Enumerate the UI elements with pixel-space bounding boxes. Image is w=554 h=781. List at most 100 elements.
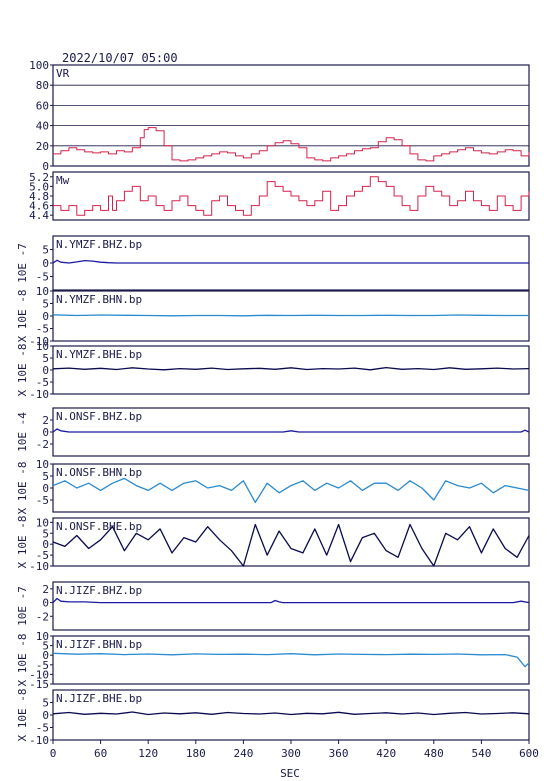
y-tick-label: 0 (42, 538, 49, 551)
y-tick-label: 60 (36, 99, 49, 112)
y-tick-label: -5 (36, 549, 49, 562)
y-tick-label: -5 (36, 376, 49, 389)
y-tick-label: -10 (29, 560, 49, 573)
y-tick-label: -5 (36, 494, 49, 507)
y-tick-label: -5 (36, 271, 49, 284)
series-line (53, 176, 530, 216)
panel-frame (52, 64, 530, 167)
y-tick-label: 80 (36, 79, 49, 92)
x-tick-label: 480 (424, 747, 444, 760)
y-tick-label: 10 (36, 516, 49, 529)
y-tick-label: 0 (42, 257, 49, 270)
panel-8: -202 10E -7 N.JIZF.BHZ.bp (16, 581, 530, 631)
y-axis-label: X 10E -8 (16, 344, 29, 397)
x-tick-label: 60 (94, 747, 107, 760)
y-tick-label: -10 (29, 668, 49, 681)
panel-label: N.JIZF.BHN.bp (56, 638, 142, 651)
y-tick-label: -10 (29, 734, 49, 747)
panel-label: N.ONSF.BHN.bp (56, 466, 142, 479)
series-line (52, 711, 530, 716)
x-axis-label: SEC (280, 767, 300, 780)
y-tick-label: 0 (42, 310, 49, 323)
panel-label: N.YMZF.BHZ.bp (56, 238, 142, 251)
y-tick-label: 10 (36, 630, 49, 643)
y-tick-label: 5 (42, 244, 49, 257)
series-line (52, 366, 530, 371)
x-tick-label: 0 (50, 747, 57, 760)
series-line (52, 597, 530, 604)
x-tick-label: 300 (281, 747, 301, 760)
y-tick-label: 5 (42, 697, 49, 710)
y-tick-label: -2 (36, 438, 49, 451)
y-tick-label: 5 (42, 298, 49, 311)
y-tick-label: 0 (42, 649, 49, 662)
series-line (52, 477, 530, 504)
series-line (52, 259, 529, 264)
y-tick-label: 40 (36, 120, 49, 133)
series-line (52, 652, 530, 668)
y-tick-label: 0 (42, 709, 49, 722)
panel-label: N.JIZF.BHE.bp (56, 692, 142, 705)
y-tick-label: 0 (42, 426, 49, 439)
series-line (52, 428, 530, 433)
y-axis-label: 10E -7 (16, 586, 29, 626)
y-tick-label: 4.4 (29, 209, 49, 222)
datetime-title: 2022/10/07 05:00 (62, 51, 178, 65)
x-tick-label: 120 (138, 747, 158, 760)
y-tick-label: 4.6 (29, 200, 49, 213)
y-tick-label: 10 (36, 340, 49, 353)
y-axis-label: X 10E -8 (16, 290, 29, 343)
panel-label: VR (56, 67, 70, 80)
panel-5: -202 10E -4 N.ONSF.BHZ.bp (16, 407, 530, 457)
panel-2: -505 10E -7 N.YMZF.BHZ.bp (16, 235, 530, 291)
x-tick-label: 420 (376, 747, 396, 760)
y-tick-label: 20 (36, 140, 49, 153)
y-tick-label: 0 (42, 160, 49, 173)
y-axis-label: 10E -4 (16, 412, 29, 452)
x-tick-label: 360 (329, 747, 349, 760)
panel-label: N.JIZF.BHZ.bp (56, 584, 142, 597)
y-tick-label: 5.0 (29, 180, 49, 193)
y-axis-label: 10E -7 (16, 243, 29, 283)
x-tick-label: 540 (471, 747, 491, 760)
panel-label: N.YMZF.BHE.bp (56, 348, 142, 361)
y-tick-label: 2 (42, 583, 49, 596)
y-axis-label: X 10E -8 (16, 462, 29, 515)
y-tick-label: 5 (42, 640, 49, 653)
y-tick-label: -5 (36, 323, 49, 336)
panel-label: N.ONSF.BHE.bp (56, 520, 142, 533)
panel-label: N.ONSF.BHZ.bp (56, 410, 142, 423)
y-axis-label: X 10E -8 (16, 634, 29, 687)
y-tick-label: -15 (29, 678, 49, 691)
y-tick-label: 5 (42, 352, 49, 365)
y-tick-label: -2 (36, 610, 49, 623)
panel-label: N.YMZF.BHN.bp (56, 293, 142, 306)
y-tick-label: 100 (29, 59, 49, 72)
y-tick-label: 5 (42, 470, 49, 483)
panel-10: -10-505 X 10E -8 N.JIZF.BHE.bp (16, 689, 530, 747)
panel-0: 0 20 40 60 80 100 VR (29, 59, 530, 173)
y-tick-label: 5 (42, 527, 49, 540)
y-tick-label: -5 (36, 659, 49, 672)
y-tick-label: 10 (36, 285, 49, 298)
y-tick-label: -5 (36, 722, 49, 735)
panel-label: Mw (56, 174, 70, 187)
y-tick-label: 0 (42, 364, 49, 377)
x-tick-label: 180 (186, 747, 206, 760)
x-axis: 0 60 120 180 240 300 360 420 480 540 600 (50, 740, 539, 760)
y-axis-label: X 10E -8 (16, 516, 29, 569)
panel-1: 4.44.64.85.05.2 Mw (29, 171, 530, 222)
series-line (52, 314, 529, 317)
y-tick-label: -10 (29, 335, 49, 348)
y-tick-label: -10 (29, 388, 49, 401)
y-tick-label: 5.2 (29, 171, 49, 184)
series-line (52, 523, 530, 567)
y-tick-label: 2 (42, 414, 49, 427)
y-axis-label: X 10E -8 (16, 689, 29, 742)
